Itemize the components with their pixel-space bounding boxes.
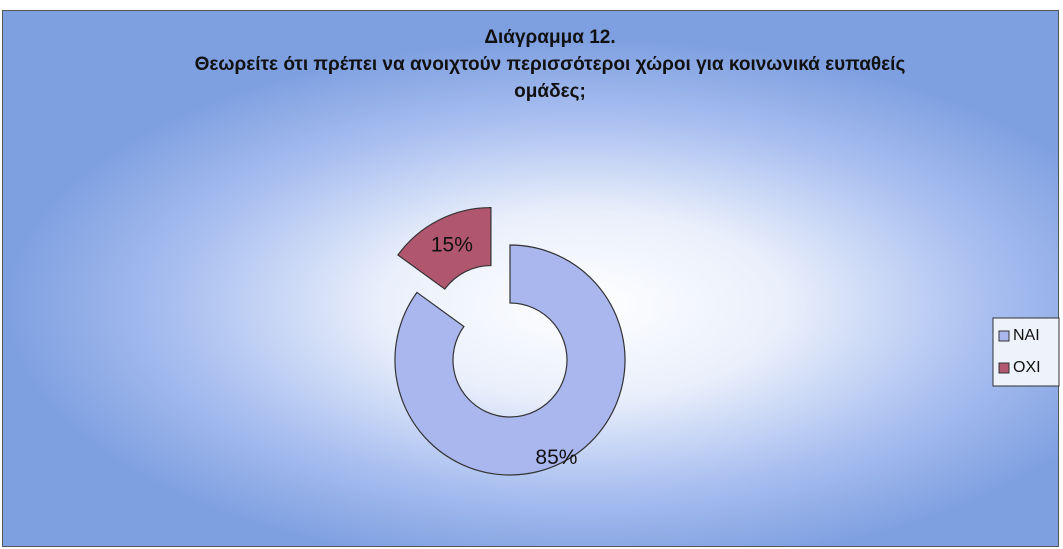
legend-label: NAI [1013,327,1040,344]
titles: Διάγραμμα 12. Θεωρείτε ότι πρέπει να ανο… [160,24,940,105]
doughnut-segment [394,244,626,476]
legend-swatch [998,362,1010,374]
doughnut-segment [397,206,492,290]
data-label: 15% [431,233,473,256]
data-label: 85% [535,446,577,469]
chart-subtitle: Θεωρείτε ότι πρέπει να ανοιχτούν περισσό… [194,54,906,102]
legend-box [992,317,1060,387]
legend-swatch [998,330,1010,342]
legend-label: OXI [1013,359,1041,376]
chart-title: Διάγραμμα 12. [484,27,616,48]
